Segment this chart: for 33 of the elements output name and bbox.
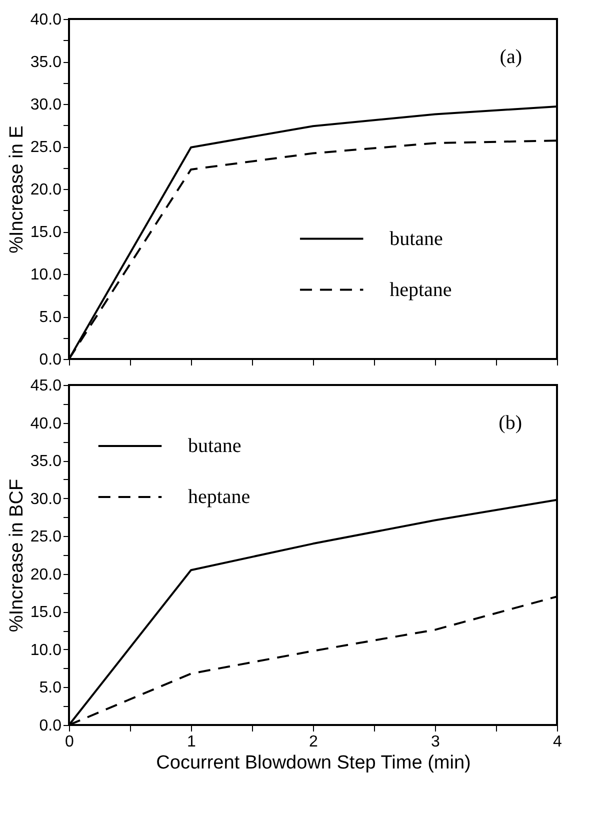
y-tick-label: 5.0 — [39, 680, 62, 697]
x-tick-label: 3 — [431, 734, 440, 750]
annotation: (b) — [498, 412, 522, 434]
y-tick-label: 5.0 — [39, 309, 62, 326]
y-tick-label: 30.0 — [30, 96, 62, 114]
y-tick-label: 20.0 — [30, 566, 62, 584]
y-tick-label: 15.0 — [30, 224, 62, 241]
x-tick-label: 2 — [309, 734, 318, 750]
x-tick-label: 4 — [553, 734, 562, 750]
y-axis-title: %Increase in E — [6, 126, 28, 254]
y-tick-label: 25.0 — [30, 139, 62, 156]
legend-label: heptane — [390, 278, 452, 301]
x-tick-label: 1 — [187, 734, 196, 750]
x-axis-title: Cocurrent Blowdown Step Time (min) — [156, 752, 471, 774]
legend-label: heptane — [188, 486, 250, 508]
y-tick-label: 10.0 — [30, 642, 62, 659]
legend-label: butane — [188, 435, 242, 457]
y-tick-label: 45.0 — [30, 378, 62, 394]
y-tick-label: 0.0 — [39, 352, 62, 368]
y-tick-label: 25.0 — [30, 528, 62, 546]
y-tick-label: 0.0 — [39, 718, 62, 734]
legend-label: butane — [390, 228, 444, 250]
y-tick-label: 30.0 — [30, 490, 62, 508]
y-tick-label: 35.0 — [30, 54, 62, 71]
x-tick-label: 0 — [65, 734, 74, 750]
y-tick-label: 10.0 — [30, 266, 62, 284]
y-tick-label: 40.0 — [30, 12, 62, 28]
y-axis-title: %Increase in BCF — [6, 478, 28, 632]
y-tick-label: 15.0 — [30, 604, 62, 622]
y-tick-label: 20.0 — [30, 182, 62, 198]
y-tick-label: 40.0 — [30, 415, 62, 432]
y-tick-label: 35.0 — [30, 453, 62, 470]
annotation: (a) — [500, 46, 522, 68]
